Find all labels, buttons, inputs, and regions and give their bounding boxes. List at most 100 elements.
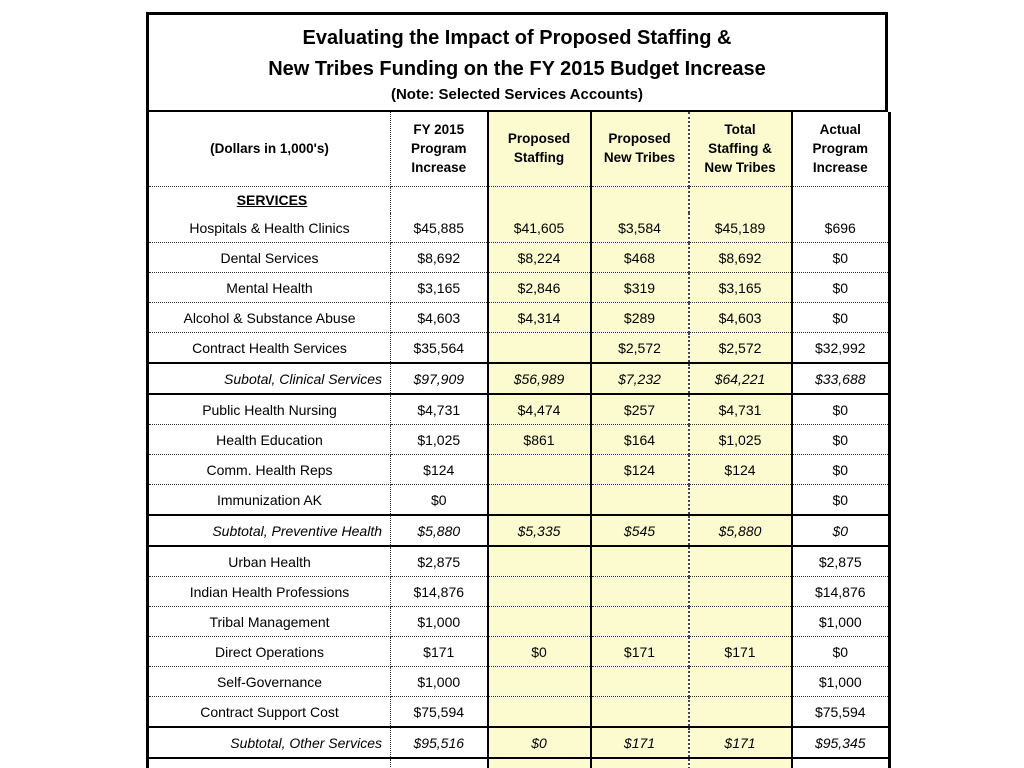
table-row: Subotal, Clinical Services $97,909 $56,989…	[147, 362, 890, 396]
value-cell: $171	[390, 636, 489, 668]
title-note: (Note: Selected Services Accounts)	[390, 86, 644, 103]
value-cell	[792, 187, 890, 214]
value-cell: $75,594	[390, 696, 489, 728]
row-label-cell: Hospitals & Health Clinics	[147, 213, 391, 244]
row-label-cell: Contract Support Cost	[147, 696, 391, 728]
value-cell: $3,584	[590, 213, 690, 244]
row-label-cell: Direct Operations	[147, 636, 391, 668]
row-label-cell: Subtotal, Other Services	[147, 726, 391, 760]
value-cell: $1,000	[791, 666, 890, 698]
table-row: Health Education $1,025 $861 $164 $1,025 $0	[147, 424, 890, 456]
value-cell: $0	[791, 514, 890, 548]
value-cell: $289	[590, 302, 690, 334]
value-cell: $1,000	[390, 666, 489, 698]
row-label-cell: Mental Health	[147, 272, 391, 304]
value-cell: $35,564	[390, 332, 489, 364]
value-cell: $4,603	[390, 302, 489, 334]
table-row: TOTAL, SERVICES$199,305$62,324$7,948$70,…	[147, 757, 890, 768]
value-cell: $468	[590, 242, 690, 274]
table-row: Hospitals & Health Clinics $45,885 $41,605…	[147, 213, 890, 244]
value-cell: $32,992	[791, 332, 890, 364]
value-cell: $8,224	[487, 242, 592, 274]
value-cell: $129,033	[791, 757, 890, 768]
column-header-actual-program-increase: Actual Program Increase	[791, 112, 890, 188]
title-line-1: Evaluating the Impact of Proposed Staffi…	[302, 27, 732, 49]
value-cell: $2,846	[487, 272, 592, 304]
row-label-cell: Health Education	[147, 424, 391, 456]
value-cell: $14,876	[390, 576, 489, 608]
value-cell: $8,692	[390, 242, 489, 274]
column-header-dollars: (Dollars in 1,000's)	[147, 112, 391, 188]
value-cell: $861	[487, 424, 592, 456]
value-cell: $696	[791, 213, 890, 244]
table-row: Subtotal, Preventive Health $5,880 $5,335 $…	[147, 514, 890, 548]
column-header-proposed-new-tribes: Proposed New Tribes	[590, 112, 690, 188]
value-cell: $199,305	[390, 757, 489, 768]
value-cell: $8,692	[688, 242, 793, 274]
value-cell	[487, 454, 592, 486]
value-cell: $4,603	[688, 302, 793, 334]
table-body: SERVICES Hospitals & Health Clinics $45,88…	[147, 186, 890, 768]
row-label-cell: Subotal, Clinical Services	[147, 362, 391, 396]
row-label-cell: Tribal Management	[147, 606, 391, 638]
value-cell: $3,165	[390, 272, 489, 304]
value-cell	[590, 546, 690, 578]
value-cell: $171	[590, 726, 690, 760]
table-row: Self-Governance $1,000 $1,000	[147, 666, 890, 698]
value-cell: $62,324	[487, 757, 592, 768]
value-cell: $124	[390, 454, 489, 486]
page-title: Evaluating the Impact of Proposed Staffi…	[155, 23, 879, 85]
value-cell	[688, 484, 793, 516]
table-row: Contract Support Cost $75,594 $75,594	[147, 696, 890, 728]
value-cell	[487, 484, 592, 516]
value-cell: $0	[791, 424, 890, 456]
table-row: Alcohol & Substance Abuse $4,603 $4,314 $28…	[147, 302, 890, 334]
value-cell	[487, 696, 592, 728]
value-cell	[688, 546, 793, 578]
value-cell: $545	[590, 514, 690, 548]
value-cell: $1,025	[688, 424, 793, 456]
value-cell: $1,000	[791, 606, 890, 638]
value-cell: $2,572	[688, 332, 793, 364]
row-label-cell: TOTAL, SERVICES	[147, 757, 391, 768]
row-label-cell: Self-Governance	[147, 666, 391, 698]
value-cell	[590, 186, 690, 214]
value-cell	[688, 576, 793, 608]
value-cell: $0	[791, 394, 890, 426]
value-cell: $4,731	[688, 394, 793, 426]
value-cell: $0	[791, 302, 890, 334]
value-cell: $1,025	[390, 424, 489, 456]
value-cell: $45,189	[688, 213, 793, 244]
row-label-cell: Comm. Health Reps	[147, 454, 391, 486]
row-label-cell: Contract Health Services	[147, 332, 391, 364]
value-cell: $70,272	[688, 757, 793, 768]
value-cell: $124	[688, 454, 793, 486]
value-cell: $41,605	[487, 213, 592, 244]
value-cell: $2,875	[791, 546, 890, 578]
value-cell: $75,594	[791, 696, 890, 728]
row-label-cell: Alcohol & Substance Abuse	[147, 302, 391, 334]
title-line-2: New Tribes Funding on the FY 2015 Budget…	[268, 58, 766, 80]
row-label-cell: Subtotal, Preventive Health	[147, 514, 391, 548]
value-cell	[688, 666, 793, 698]
table-row: Tribal Management $1,000 $1,000	[147, 606, 890, 638]
table-row: Immunization AK $0 $0	[147, 484, 890, 516]
value-cell: $95,516	[390, 726, 489, 760]
table-row: Subtotal, Other Services $95,516 $0 $171 $17…	[147, 726, 890, 760]
table-row: Direct Operations $171 $0 $171 $171 $0	[147, 636, 890, 668]
table-row: Public Health Nursing $4,731 $4,474 $257 $4,…	[147, 394, 890, 426]
value-cell: $64,221	[688, 362, 793, 396]
value-cell: $0	[791, 636, 890, 668]
table-row: Indian Health Professions $14,876 $14,876	[147, 576, 890, 608]
column-header-fy2015-program-increase: FY 2015 Program Increase	[390, 112, 489, 188]
value-cell: $257	[590, 394, 690, 426]
value-cell: $7,948	[590, 757, 690, 768]
value-cell: $171	[688, 636, 793, 668]
value-cell	[590, 696, 690, 728]
value-cell: $5,335	[487, 514, 592, 548]
value-cell: $0	[791, 242, 890, 274]
value-cell: $0	[791, 454, 890, 486]
value-cell: $319	[590, 272, 690, 304]
value-cell	[390, 186, 489, 214]
